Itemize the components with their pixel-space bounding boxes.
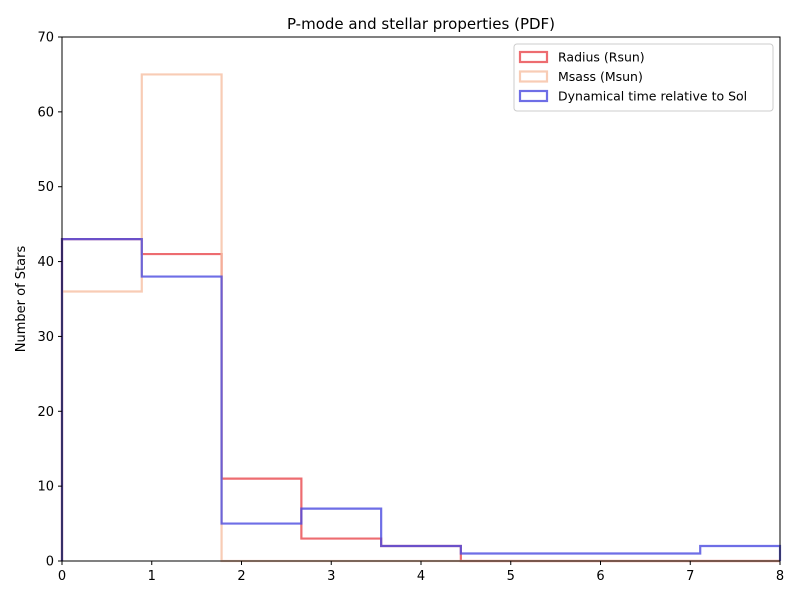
series-2-step-line [60, 238, 782, 561]
series-0-step-line [60, 238, 780, 563]
y-tick-label: 70 [37, 31, 54, 46]
x-tick-label: 3 [327, 569, 335, 584]
chart-title: P-mode and stellar properties (PDF) [287, 15, 555, 33]
legend-label-1: Msass (Msun) [558, 69, 643, 84]
legend-swatch-1 [518, 70, 549, 83]
y-tick-label: 0 [46, 555, 54, 570]
y-tick-label: 60 [37, 105, 54, 120]
y-axis: 0 10 20 30 40 50 60 70 [37, 31, 62, 570]
series-layer [60, 73, 782, 563]
x-tick-label: 6 [596, 569, 604, 584]
y-axis-label: Number of Stars [14, 246, 29, 353]
y-tick-label: 40 [37, 255, 54, 270]
x-tick-label: 7 [686, 569, 694, 584]
x-tick-label: 4 [417, 569, 425, 584]
legend: Radius (Rsun) Msass (Msun) Dynamical time … [513, 43, 774, 112]
x-axis: 0 1 2 3 4 5 6 7 8 [58, 561, 784, 584]
y-tick-label: 50 [37, 180, 54, 195]
x-tick-label: 0 [58, 569, 66, 584]
plot-frame [61, 36, 781, 562]
legend-swatch-0 [518, 50, 549, 64]
legend-box [513, 43, 774, 112]
legend-swatch-2 [518, 89, 549, 103]
y-tick-label: 10 [37, 480, 54, 495]
x-tick-label: 1 [148, 569, 156, 584]
legend-label-2: Dynamical time relative to Sol [558, 89, 747, 104]
y-tick-label: 30 [37, 330, 54, 345]
x-tick-label: 2 [237, 569, 245, 584]
x-tick-label: 8 [776, 569, 784, 584]
series-1-step-line [60, 73, 780, 563]
legend-label-0: Radius (Rsun) [558, 50, 645, 65]
x-tick-label: 5 [507, 569, 515, 584]
y-tick-label: 20 [37, 405, 54, 420]
